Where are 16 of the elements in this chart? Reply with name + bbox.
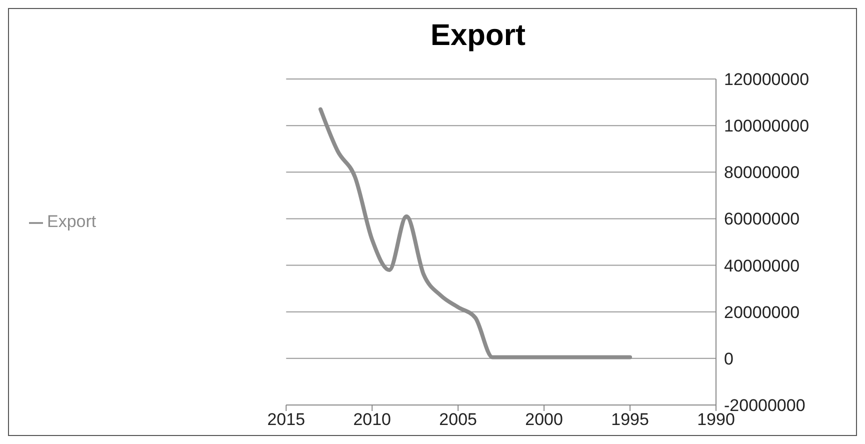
y-tick-label: 60000000 xyxy=(724,210,800,229)
x-tick-label: 2000 xyxy=(525,410,563,430)
chart-title: Export xyxy=(429,19,526,53)
x-tick-label: 1995 xyxy=(611,410,649,430)
y-tick-label: 20000000 xyxy=(724,302,800,322)
legend-label: Export xyxy=(47,212,96,231)
y-tick-label: 120000000 xyxy=(724,70,810,90)
y-tick-label: 0 xyxy=(724,349,734,368)
y-tick-label: 40000000 xyxy=(724,256,800,276)
x-tick-label: 2005 xyxy=(439,410,477,430)
x-tick-label: 2010 xyxy=(353,410,392,430)
line-series xyxy=(318,107,632,360)
y-tick-label: 80000000 xyxy=(724,163,800,182)
x-tick-label: 1990 xyxy=(697,410,735,430)
x-tick-label: 2015 xyxy=(267,410,306,430)
y-tick-label: 100000000 xyxy=(724,116,810,136)
